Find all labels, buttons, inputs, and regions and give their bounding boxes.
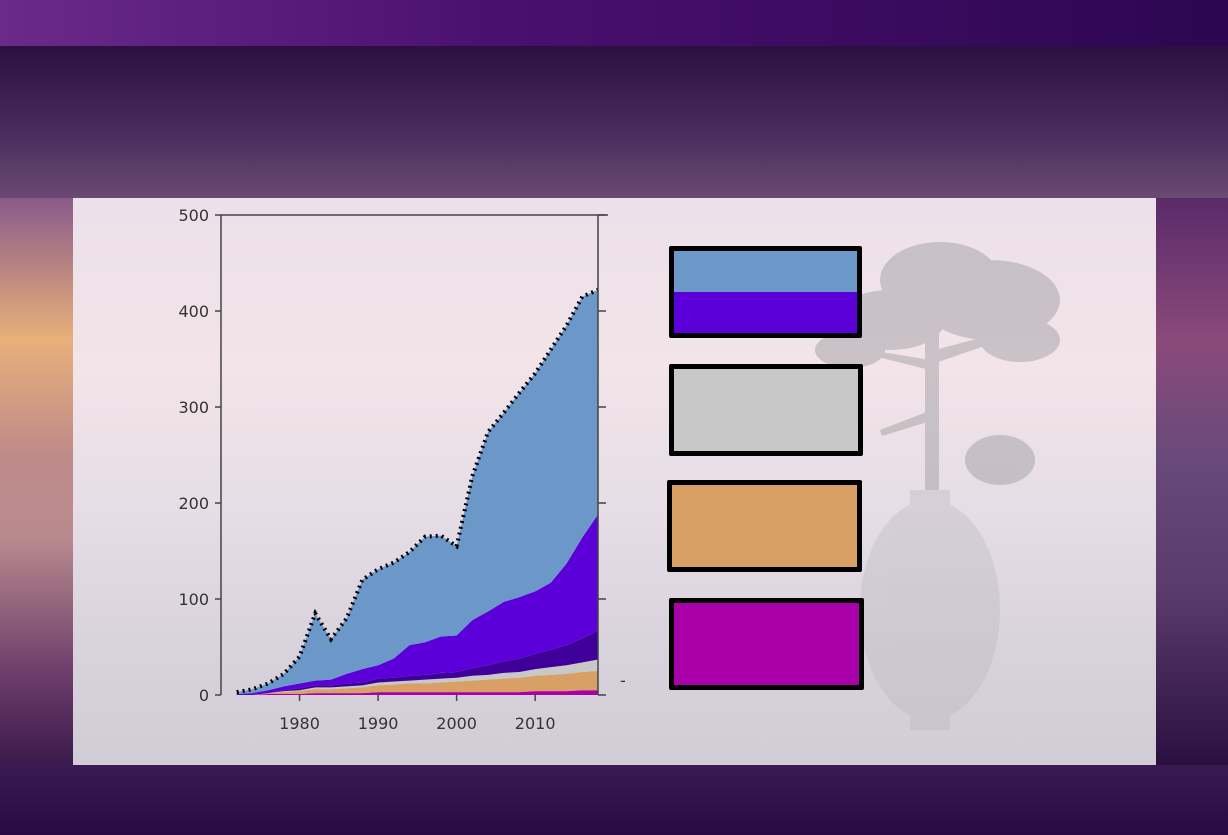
legend-swatch-4 — [669, 598, 864, 690]
y-tick-label-0: 0 — [199, 686, 209, 705]
background-bottom-band — [0, 765, 1228, 835]
background-sky — [0, 46, 1228, 198]
area-series-4 — [236, 630, 599, 695]
legend-swatch-1-part-2 — [674, 292, 857, 333]
y-axis-ticks: 0 100 200 300 400 500 — [178, 206, 606, 705]
background-top-band — [0, 0, 1228, 46]
area-series-group — [236, 289, 599, 695]
background-sunset-left — [0, 198, 73, 765]
background-sunset-right — [1156, 198, 1228, 765]
tree-image — [815, 242, 1060, 730]
legend-swatch-2 — [669, 364, 863, 456]
legend-swatch-1-part-1 — [674, 251, 857, 292]
y-tick-label-100: 100 — [178, 590, 209, 609]
total-line-markers — [236, 288, 599, 695]
x-tick-label-1990: 1990 — [358, 714, 399, 733]
total-line — [236, 288, 599, 695]
y-tick-label-300: 300 — [178, 398, 209, 417]
x-tick-label-2010: 2010 — [515, 714, 556, 733]
area-series-5 — [236, 514, 599, 695]
y-tick-label-500: 500 — [178, 206, 209, 225]
area-series-1 — [236, 690, 599, 695]
stray-mark: - — [620, 671, 626, 690]
x-axis-ticks: 1980 1990 2000 2010 — [279, 695, 556, 733]
area-series-2 — [236, 671, 599, 695]
y-tick-label-200: 200 — [178, 494, 209, 513]
legend-swatch-1 — [669, 246, 862, 338]
x-tick-label-1980: 1980 — [279, 714, 320, 733]
y-tick-label-400: 400 — [178, 302, 209, 321]
area-series-6 — [236, 289, 599, 695]
x-tick-label-2000: 2000 — [436, 714, 477, 733]
legend-swatch-3 — [667, 480, 862, 572]
chart-panel — [73, 198, 1156, 765]
